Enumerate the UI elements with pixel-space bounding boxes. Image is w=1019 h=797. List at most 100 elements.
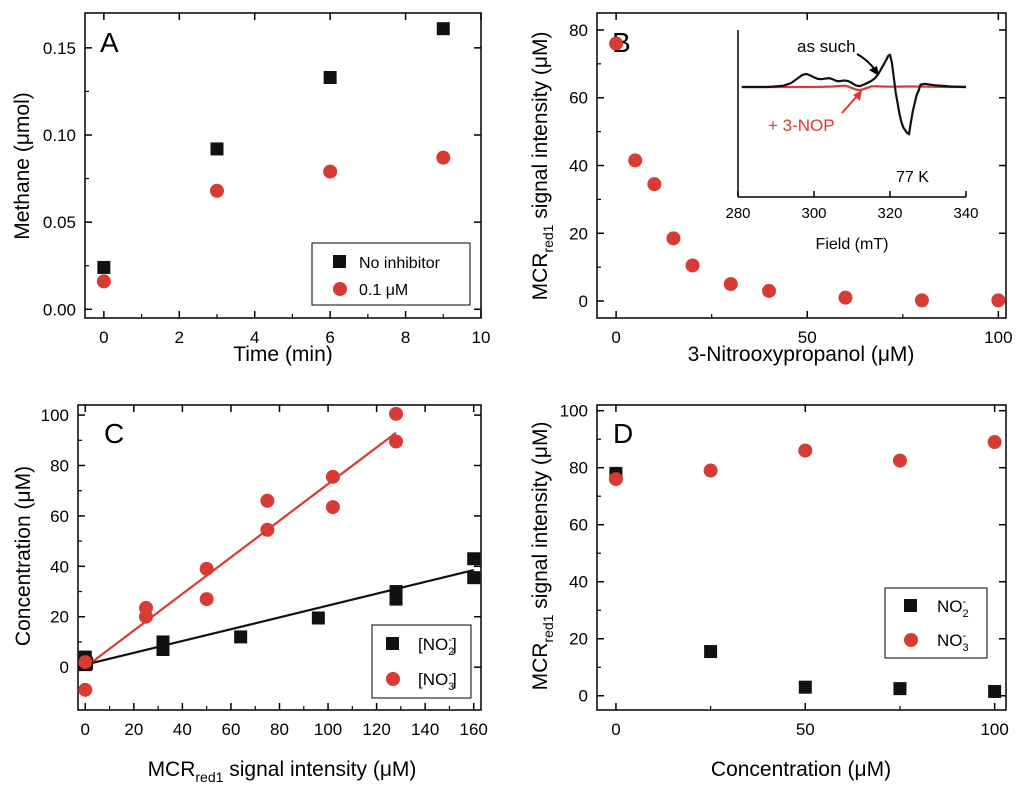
panel-c-legend-no3-post: ]: [452, 670, 457, 689]
panel-a-marks: [96, 22, 451, 289]
panel-c-data-point-circle: [199, 592, 214, 607]
panel-d-y-label-sub: red1: [540, 614, 556, 642]
panel-a-data-point-circle: [96, 274, 111, 289]
panel-a-legend-label-no-inhibitor: No inhibitor: [359, 255, 441, 272]
panel-c-y-tick-label: 0: [60, 658, 69, 677]
panel-d-legend-label-no2: NO2-: [937, 596, 969, 620]
panel-c-legend-label-no2: [NO2-]: [418, 634, 457, 658]
panel-a-data-point-circle: [210, 183, 224, 198]
panel-a-y-tick-label: 0.10: [43, 126, 76, 145]
panel-d-y-label-main: MCR: [529, 643, 552, 691]
panel-c-legend-square-marker: [386, 637, 399, 650]
panel-c-x-label-sub: red1: [195, 769, 223, 785]
panel-d-legend-square-marker: [904, 599, 917, 612]
panel-c-y-label: Concentration (μM): [12, 466, 35, 646]
panel-c-data-point-circle: [260, 493, 275, 508]
panel-a-x-tick-label: 4: [250, 328, 259, 347]
panel-b-data-point-circle: [723, 277, 738, 292]
panel-c-data-point-circle: [325, 469, 340, 484]
inset-arrow-3-nop: [841, 94, 859, 114]
panel-d-legend-no2-pre: NO: [937, 597, 963, 616]
panel-d-y-label: MCRred1 signal intensity (μM): [529, 422, 556, 691]
panel-b-data-point-circle: [647, 177, 662, 192]
panel-d: 0 50 100 0 20 40 60 80 100 D Concentration (μM)…: [529, 402, 1009, 781]
panel-d-data-point-circle: [608, 472, 623, 487]
inset-x-tick-label: 320: [877, 205, 902, 222]
panel-c-x-tick-label: 120: [362, 720, 390, 739]
panel-a-data-point-square: [323, 70, 337, 84]
panel-d-frame: [596, 404, 1007, 711]
panel-a: 0 2 4 6 8 10 0.00 0.05 0.10 0.15 A Time (min) Me…: [11, 12, 491, 366]
inset-arrow-as-such-head: [869, 66, 879, 76]
panel-a-x-tick-label: 2: [175, 328, 184, 347]
panel-d-data-point-circle: [703, 463, 718, 478]
panel-d-x-tick-label: 0: [611, 720, 620, 739]
panel-c-marks: [78, 406, 481, 697]
inset-x-tick-label: 340: [953, 205, 978, 222]
panel-a-y-label: Methane (μmol): [11, 92, 34, 239]
panel-d-data-point-square: [704, 645, 718, 659]
panel-a-legend-circle-marker: [333, 282, 347, 296]
panel-d-legend-circle-marker: [904, 633, 918, 647]
panel-b-x-label: 3-Nitrooxypropanol (μM): [688, 343, 915, 366]
panel-b-y-ticks: 0 20 40 60 80: [569, 21, 1006, 311]
panel-c-x-tick-label: 160: [460, 720, 488, 739]
inset-spectrum-line: [741, 53, 967, 136]
panel-d-x-tick-label: 50: [796, 720, 815, 739]
panel-a-y-tick-label: 0.00: [43, 300, 76, 319]
panel-d-y-label-text: signal intensity (μM): [529, 422, 552, 609]
panel-b-data-point-circle: [666, 231, 681, 246]
panel-c-data-point-square: [156, 643, 170, 657]
panel-b-y-tick-label: 20: [569, 224, 588, 243]
panel-c-letter: C: [104, 418, 124, 449]
panel-a-legend-square-marker: [333, 255, 346, 268]
inset-label-temperature: 77 K: [896, 169, 929, 186]
panel-c-legend-no3-sup: -: [448, 669, 452, 681]
panel-c-legend-no3-pre: [NO: [418, 670, 448, 689]
panel-c-x-tick-label: 100: [314, 720, 342, 739]
panel-c-data-point-square: [467, 552, 481, 566]
panel-c-y-tick-label: 20: [50, 608, 69, 627]
panel-c-data-point-square: [311, 611, 325, 625]
panel-c-x-label: MCRred1 signal intensity (μM): [148, 758, 417, 785]
panel-c-legend-label-no3: [NO3-]: [418, 669, 457, 693]
panel-c-y-tick-label: 80: [50, 456, 69, 475]
panel-a-y-tick-label: 0.15: [43, 39, 76, 58]
panel-d-legend-no3-sup: -: [963, 630, 967, 642]
panel-d-y-tick-label: 100: [560, 402, 588, 421]
panel-c-data-point-circle: [389, 434, 404, 449]
panel-a-x-label: Time (min): [233, 343, 333, 366]
panel-c-data-point-circle: [78, 655, 93, 670]
panel-a-frame: [84, 12, 482, 319]
panel-b-data-point-circle: [838, 290, 853, 305]
panel-b-y-tick-label: 60: [569, 89, 588, 108]
panel-d-legend-no3-sub: 3: [963, 642, 969, 654]
panel-b-x-tick-label: 50: [798, 328, 817, 347]
panel-a-legend: No inhibitor 0.1 μM: [311, 242, 471, 306]
panel-b-y-tick-label: 80: [569, 21, 588, 40]
panel-d-x-tick-label: 100: [980, 720, 1008, 739]
panel-a-data-point-square: [97, 260, 111, 274]
panel-d-y-tick-label: 80: [569, 459, 588, 478]
panel-b-x-tick-label: 100: [984, 328, 1012, 347]
panel-d-marks: [608, 435, 1002, 698]
panel-c-legend-no2-sub: 2: [448, 646, 454, 658]
panel-c-x-tick-label: 80: [270, 720, 289, 739]
panel-b-frame: [596, 12, 1007, 319]
panel-b-marks: [609, 36, 1006, 308]
panel-a-data-point-circle: [436, 150, 451, 165]
panel-c-y-tick-label: 40: [50, 557, 69, 576]
panel-d-legend-no2-sub: 2: [963, 608, 969, 620]
panel-d-y-tick-label: 0: [579, 687, 588, 706]
panel-c-data-point-circle: [138, 609, 153, 624]
panel-c-data-point-square: [234, 630, 248, 644]
panel-a-x-tick-label: 10: [472, 328, 491, 347]
inset-spectrum-line: [741, 84, 966, 92]
panel-c-legend: [NO2-] [NO3-]: [371, 624, 472, 699]
panel-b-y-tick-label: 0: [579, 292, 588, 311]
panel-c-x-tick-label: 60: [221, 720, 240, 739]
panel-d-legend-box: [884, 587, 988, 659]
panel-b-y-label: MCRred1 signal intensity (μM): [529, 32, 556, 301]
panel-a-x-tick-label: 0: [99, 328, 108, 347]
inset-label-3-nop: + 3-NOP: [768, 116, 835, 135]
